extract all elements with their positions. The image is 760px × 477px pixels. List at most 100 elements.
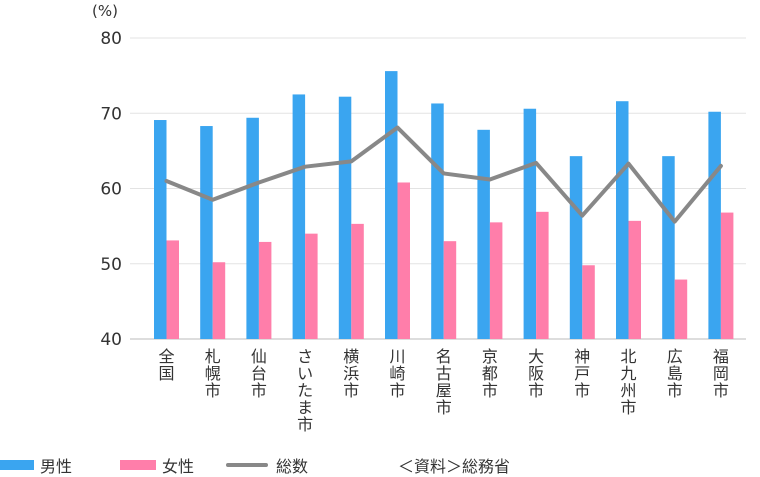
bar-female [305,233,318,339]
category-char: 国 [158,364,174,383]
y-tick-label: 40 [100,330,122,350]
bar-female [536,211,549,339]
bars [154,71,734,340]
category-char: 古 [436,364,452,383]
category-char: 市 [620,398,636,417]
category-char: 州 [620,381,636,400]
bar-male [200,126,213,339]
category-label: 全国 [158,347,174,383]
category-char: 仙 [251,347,267,366]
category-label: 川崎市 [389,347,405,400]
category-label: 札幌市 [205,347,221,400]
category-char: 屋 [436,381,452,400]
category-char: 市 [297,415,313,434]
category-char: 戸 [574,364,590,383]
y-tick-label: 70 [100,104,122,124]
category-char: 北 [620,347,636,366]
category-char: 京 [482,347,498,366]
bar-female [166,240,179,339]
category-char: 札 [205,347,221,366]
category-char: 横 [343,347,359,366]
legend-item-female: 女性 [120,454,194,476]
category-char: 崎 [389,364,405,383]
bar-male [569,156,583,339]
legend-label-male: 男性 [40,457,73,476]
y-tick-label: 60 [100,180,122,200]
y-tick-label: 80 [100,29,122,49]
category-char: 全 [158,347,174,366]
bar-female [720,212,734,339]
category-char: た [297,381,313,400]
category-char: 神 [574,347,590,366]
bar-male [154,120,167,340]
category-char: 市 [389,381,405,400]
category-char: い [297,364,313,383]
category-label: 仙台市 [251,347,267,400]
legend-item-male: 男性 [0,454,72,476]
category-char: 阪 [528,364,544,383]
category-char: 広 [667,347,683,366]
category-char: 市 [482,381,498,400]
category-char: 幌 [205,364,221,383]
category-char: 大 [528,347,544,366]
category-char: 浜 [343,364,359,383]
category-char: 名 [436,347,452,366]
bar-male [246,117,259,339]
total-line [164,125,723,224]
bar-female [489,222,503,339]
legend-label-total: 総数 [276,457,309,476]
category-char: 市 [667,381,683,400]
bar-female [674,279,688,339]
category-char: 市 [436,398,452,417]
category-label: 広島市 [667,347,683,400]
category-char: 九 [620,364,636,383]
y-axis-unit: (%) [92,2,118,20]
bar-female [258,241,272,339]
category-char: 都 [482,364,498,383]
bar-female [443,241,457,339]
category-char: 市 [205,381,221,400]
source-note: ＜資料＞総務省 [398,457,511,476]
bar-male [477,129,490,339]
bar-female [397,182,410,339]
line-total [164,125,723,224]
bar-male [338,96,352,339]
category-char: 市 [251,381,267,400]
bar-male [523,108,537,339]
y-axis-ticks: 40 50 60 70 80 [100,29,122,350]
bar-male [385,71,398,340]
legend-swatch-female [120,460,156,470]
category-char: 市 [574,381,590,400]
category-labels: 全国札幌市仙台市さいたま市横浜市川崎市名古屋市京都市大阪市神戸市北九州市広島市福… [158,347,728,434]
bar-female [628,220,641,339]
category-char: 市 [343,381,359,400]
category-label: 大阪市 [528,347,544,400]
legend-item-total: 総数 [226,454,308,476]
y-tick-label: 50 [100,255,122,275]
legend: 男性 女性 総数 ＜資料＞総務省 [0,454,760,476]
category-char: 福 [713,347,729,366]
category-char: 川 [389,347,405,366]
bar-female [212,262,226,339]
category-char: 市 [713,381,729,400]
bar-female [582,265,595,339]
bar-male [708,111,721,340]
category-char: 島 [667,364,683,383]
legend-swatch-total [226,463,268,467]
legend-swatch-male [0,460,34,470]
category-char: 岡 [713,364,729,383]
bar-male [662,156,675,339]
bar-female [351,223,364,339]
category-char: さ [297,347,313,366]
bar-male [616,101,629,340]
bar-male [292,94,306,339]
category-char: 台 [251,364,267,383]
category-label: 神戸市 [574,347,590,400]
bar-male [431,103,444,339]
category-label: 福岡市 [713,347,729,400]
category-label: 横浜市 [343,347,359,400]
